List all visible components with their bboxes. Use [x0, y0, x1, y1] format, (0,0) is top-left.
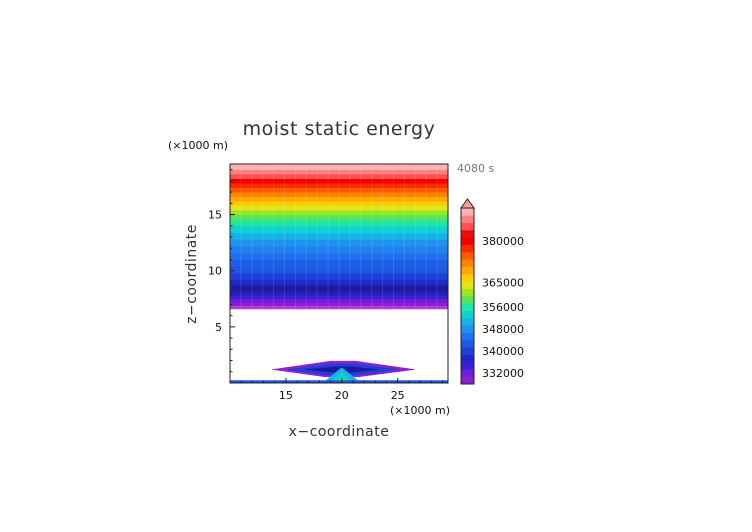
layer-band-24 [230, 178, 448, 184]
colorbar-swatch-21 [461, 222, 474, 231]
layer-band-8 [230, 266, 448, 274]
layer-band-21 [230, 192, 448, 197]
layer-band-26 [230, 169, 448, 175]
grid-lines [240, 164, 438, 309]
y-unit-label: (×1000 m) [168, 139, 228, 152]
layer-band-18 [230, 205, 448, 211]
layer-band-25 [230, 174, 448, 179]
layer-band-3 [230, 295, 448, 300]
colorbar-swatch-17 [461, 252, 474, 260]
chart-title: moist static energy [243, 118, 436, 140]
layer-band-22 [230, 187, 448, 193]
plot-frame [229, 163, 449, 384]
colorbar-swatch-5 [461, 340, 474, 348]
colorbar-swatch-13 [461, 281, 474, 289]
layer-band-16 [230, 214, 448, 221]
colorbar-swatch-18 [461, 244, 474, 253]
layer-band-27 [230, 164, 448, 171]
surface-feature [229, 360, 449, 384]
layer-band-11 [230, 245, 448, 254]
x-ticks: 15 20 25 [229, 378, 443, 402]
colorbar-swatch-6 [461, 332, 474, 341]
layer-band-4 [230, 290, 448, 296]
colorbar-swatch-11 [461, 296, 474, 304]
colorbar-extend-arrow [460, 198, 475, 209]
x-unit-label: (×1000 m) [390, 404, 450, 417]
layer-band-19 [230, 201, 448, 206]
colorbar-swatch-8 [461, 318, 474, 326]
layer-band-10 [230, 252, 448, 260]
colorbar-swatch-10 [461, 303, 474, 311]
colorbar-swatch-1 [461, 369, 474, 377]
layer-band-9 [230, 259, 448, 267]
y-ticks: 5 10 15 [208, 169, 235, 373]
colorbar-swatch-2 [461, 362, 474, 370]
colorbar-swatch-15 [461, 266, 474, 275]
colorbar-swatch-7 [461, 325, 474, 333]
layer-band-12 [230, 239, 448, 247]
colorbar-label-2: 356000 [482, 301, 524, 314]
x-tick-label-1: 20 [335, 389, 349, 402]
layer-band-7 [230, 272, 448, 281]
layer-band-2 [230, 298, 448, 303]
layer-band-17 [230, 210, 448, 215]
colorbar-label-4: 340000 [482, 345, 524, 358]
y-tick-label-0: 5 [215, 321, 222, 334]
colorbar-swatch-22 [461, 215, 474, 223]
x-tick-label-0: 15 [279, 389, 293, 402]
colorbar-label-5: 332000 [482, 367, 524, 380]
colorbar-label-1: 365000 [482, 276, 524, 289]
colorbar-labels: 380000 365000 356000 348000 340000 332000 [482, 235, 524, 380]
layer-band-15 [230, 220, 448, 227]
y-tick-label-1: 10 [208, 265, 222, 278]
colorbar-swatch-14 [461, 274, 474, 282]
colorbar-swatch-12 [461, 288, 474, 297]
colorbar-swatch-3 [461, 354, 474, 363]
heatmap-layers [230, 164, 448, 310]
y-axis-label: z−coordinate [184, 224, 200, 324]
layer-band-23 [230, 183, 448, 188]
colorbar-label-3: 348000 [482, 323, 524, 336]
colorbar-swatch-4 [461, 347, 474, 355]
colorbar-frame [460, 207, 475, 385]
layer-band-20 [230, 196, 448, 202]
colorbar-swatch-23 [461, 208, 474, 216]
colorbar-swatch-0 [461, 376, 474, 385]
y-tick-label-2: 15 [208, 209, 222, 222]
layer-band-5 [230, 285, 448, 292]
layer-band-1 [230, 302, 448, 306]
colorbar-swatch-19 [461, 237, 474, 245]
layer-band-14 [230, 225, 448, 233]
x-tick-label-2: 25 [391, 389, 405, 402]
colorbar [460, 198, 475, 385]
colorbar-swatch-16 [461, 259, 474, 267]
layer-band-13 [230, 232, 448, 240]
layer-band-6 [230, 279, 448, 286]
layer-band-0 [230, 305, 448, 310]
x-axis-label: x−coordinate [289, 424, 390, 440]
time-label: 4080 s [457, 162, 494, 175]
colorbar-label-0: 380000 [482, 235, 524, 248]
colorbar-swatch-9 [461, 310, 474, 319]
colorbar-swatch-20 [461, 230, 474, 238]
